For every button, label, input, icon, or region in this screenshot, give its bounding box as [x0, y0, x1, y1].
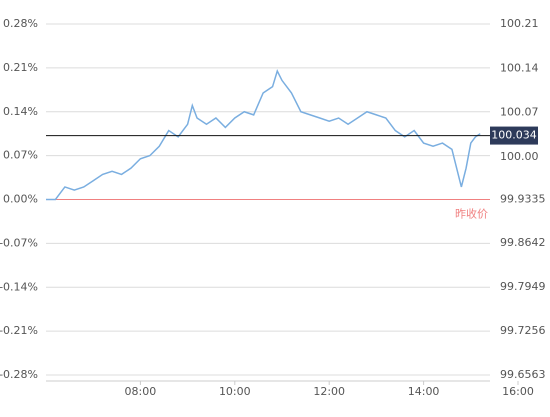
y2-tick-label: 100.21: [500, 17, 539, 30]
y-tick-label: -0.07%: [0, 236, 38, 249]
x-tick-label: 08:00: [125, 385, 157, 398]
y-tick-label: 0.00%: [3, 193, 38, 206]
y-tick-label: 0.21%: [3, 61, 38, 74]
y-tick-label: 0.07%: [3, 149, 38, 162]
x-tick-label: 10:00: [219, 385, 251, 398]
y2-tick-label: 100.00: [500, 150, 539, 163]
reference-label: 昨收价: [455, 207, 488, 221]
x-tick-label: 16:00: [502, 385, 534, 398]
y2-tick-label: 99.8642: [500, 236, 546, 249]
y-tick-label: 0.14%: [3, 105, 38, 118]
price-line: [46, 68, 481, 201]
x-tick-label: 14:00: [408, 385, 440, 398]
y2-tick-label: 99.9335: [500, 192, 546, 205]
y-tick-label: -0.14%: [0, 280, 38, 293]
y2-tick-label: 100.14: [500, 61, 539, 74]
y2-tick-label: 99.7256: [500, 324, 546, 337]
current-price-box: [490, 126, 538, 145]
x-tick-label: 12:00: [313, 385, 345, 398]
y-tick-label: 0.28%: [3, 17, 38, 30]
y2-tick-label: 99.7949: [500, 280, 546, 293]
y2-tick-label: 100.07: [500, 106, 539, 119]
current-price-label: 100.034: [491, 129, 537, 142]
y2-tick-label: 99.6563: [500, 368, 546, 381]
y-tick-label: -0.28%: [0, 368, 38, 381]
y-tick-label: -0.21%: [0, 324, 38, 337]
